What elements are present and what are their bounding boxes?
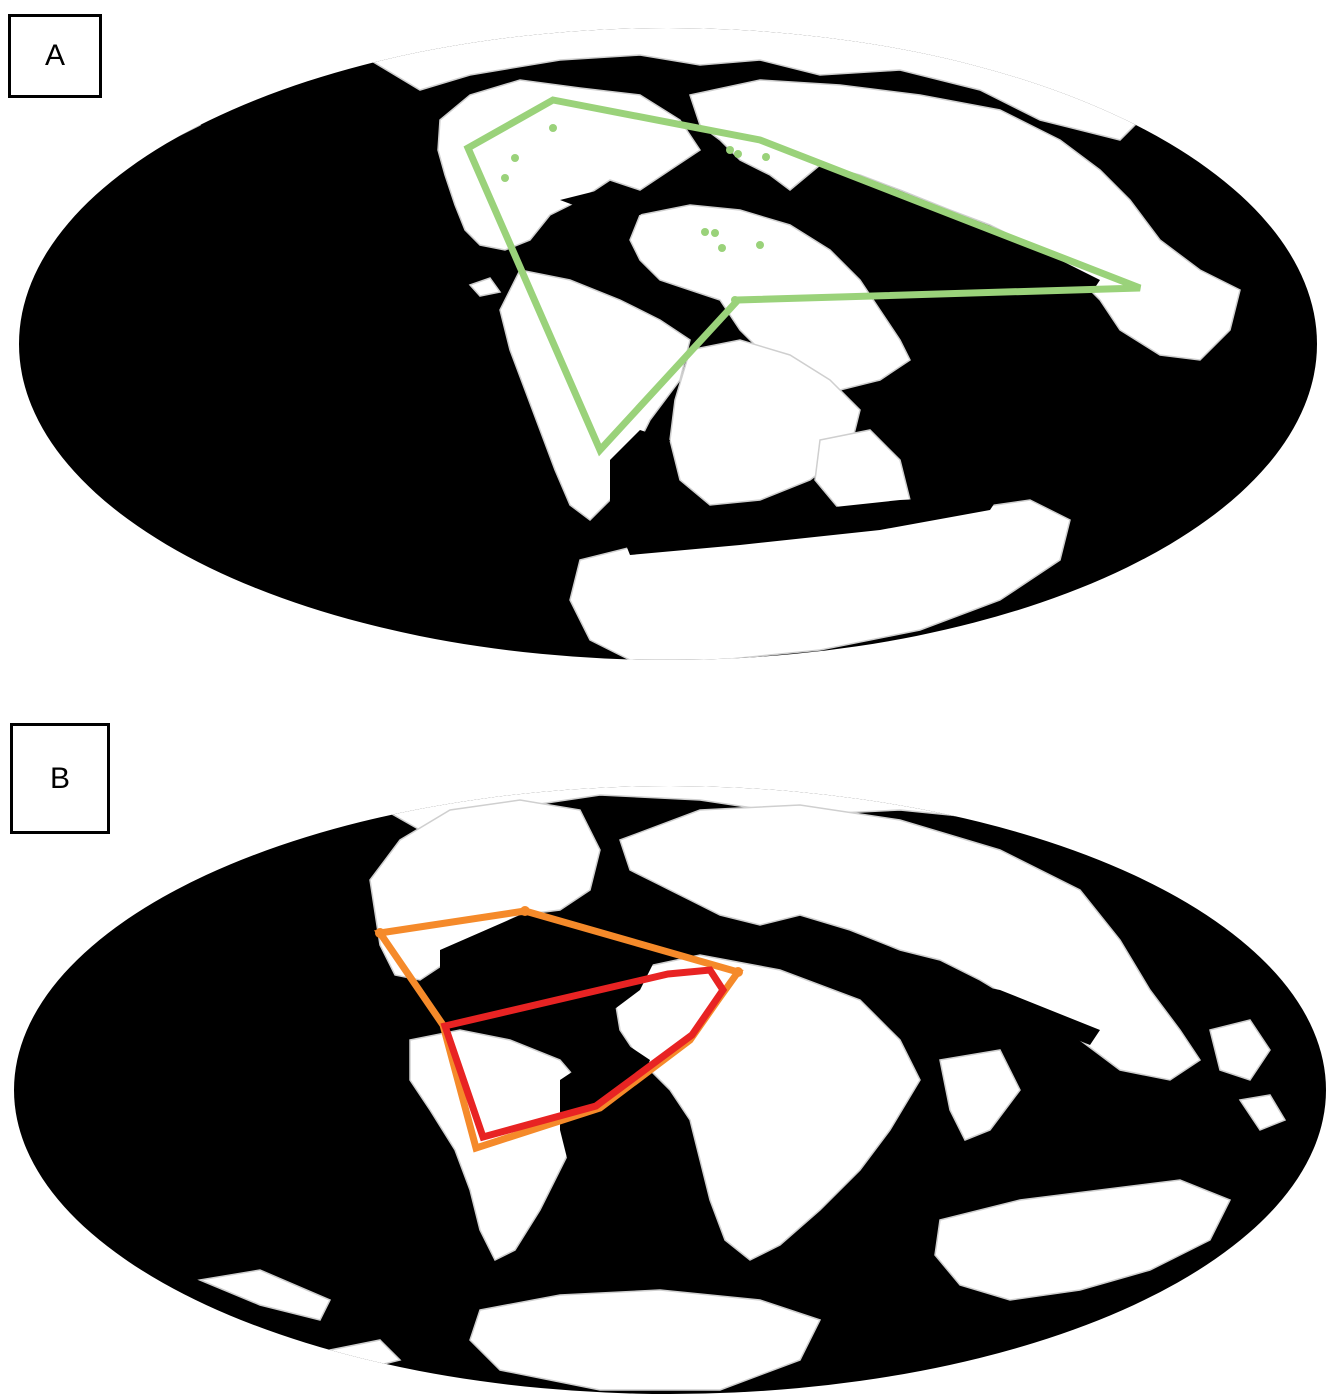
panel-label-a: A — [8, 14, 102, 98]
range-vertices-b — [375, 906, 743, 977]
range-polygon-a — [463, 96, 1142, 457]
panel-label-b: B — [10, 723, 110, 834]
landmasses-b — [197, 786, 1287, 1391]
paleomap-a — [19, 28, 1317, 660]
occurrence-points-a — [501, 124, 770, 304]
seaways-a — [560, 185, 1100, 555]
range-polygons-b — [373, 906, 744, 1153]
paleomap-b — [14, 786, 1326, 1394]
